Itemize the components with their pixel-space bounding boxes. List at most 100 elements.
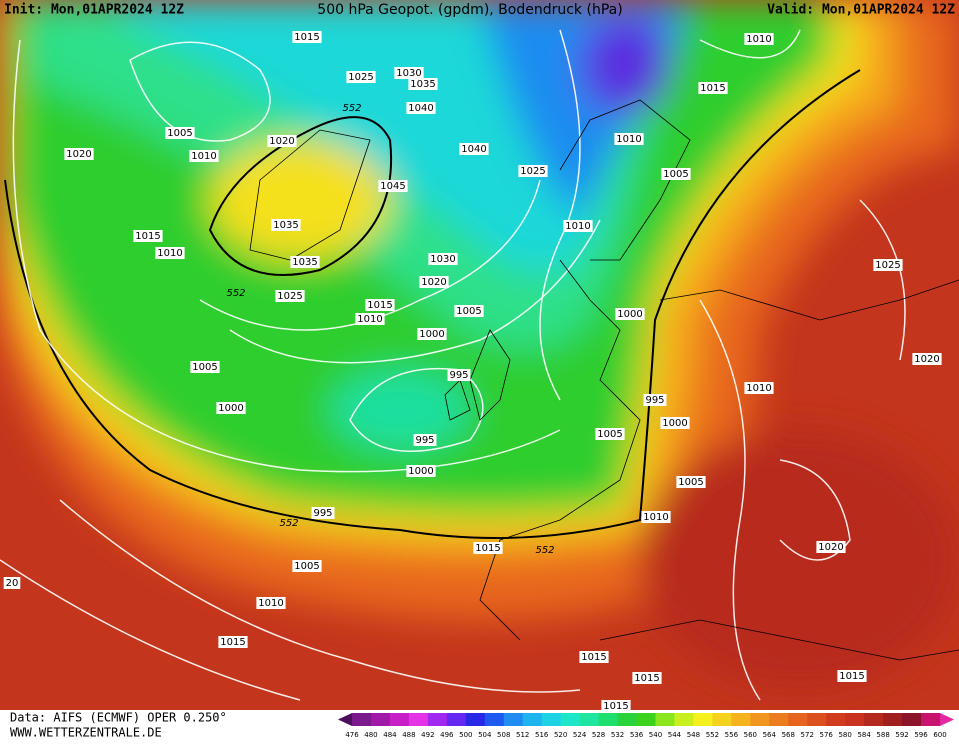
isobar-label: 1035 (292, 257, 317, 268)
isobar-label: 1010 (746, 34, 771, 45)
color-scale-low-arrow (338, 713, 352, 726)
isobar-label-box (275, 290, 305, 302)
color-scale-cell (598, 713, 619, 726)
color-scale-high-arrow (940, 713, 954, 726)
color-scale-label: 496 (440, 731, 454, 739)
isobar-label-box (912, 353, 942, 365)
color-scale-cell (674, 713, 694, 726)
isobar-label: 1010 (746, 383, 771, 394)
isobar-label: 1000 (419, 329, 444, 340)
isobar-label: 1040 (408, 103, 433, 114)
isobar-label: 1020 (421, 277, 446, 288)
color-scale-label: 504 (478, 731, 492, 739)
isobar-label: 1015 (135, 231, 160, 242)
isobar-label: 1035 (273, 220, 298, 231)
color-scale-label: 600 (933, 731, 946, 739)
isobar-label-box (290, 256, 320, 268)
isobar-label-box (661, 168, 691, 180)
color-scale-cell (883, 713, 903, 726)
isobar-label: 1000 (408, 466, 433, 477)
isobar-label-box (473, 542, 503, 554)
color-scale-label: 480 (364, 731, 377, 739)
isobar-label: 995 (313, 508, 332, 519)
color-scale-cell (788, 713, 808, 726)
color-scale-cell (807, 713, 827, 726)
isobar-label-box (816, 541, 846, 553)
color-scale-cell (446, 713, 467, 726)
isobar-label: 1030 (396, 68, 421, 79)
isobar-label-box (660, 417, 690, 429)
isobar-label-box (698, 82, 728, 94)
isobar-label-box (417, 328, 447, 340)
color-scale-label: 532 (611, 731, 624, 739)
color-scale-cell (617, 713, 638, 726)
isobar-label-box (632, 672, 662, 684)
isobar-label-box (292, 560, 322, 572)
contour-552-label: 552 (342, 103, 361, 114)
isobar-label-box (419, 276, 449, 288)
isobar-label: 1015 (581, 652, 606, 663)
color-scale-label: 484 (383, 731, 397, 739)
isobar-label-box (676, 476, 706, 488)
color-scale-label: 584 (857, 731, 871, 739)
isobar-label: 1015 (220, 637, 245, 648)
isobar-label: 1025 (520, 166, 545, 177)
isobar-label-box (267, 135, 297, 147)
isobar-label: 1015 (367, 300, 392, 311)
isobar-label-box (454, 305, 484, 317)
isobar-label-box (311, 507, 335, 519)
isobar-label-box (155, 247, 185, 259)
isobar-label-box (579, 651, 609, 663)
isobar-label-box (3, 577, 21, 589)
contour-552-label: 552 (226, 288, 245, 299)
isobar-label: 1040 (461, 144, 486, 155)
color-scale-cell (427, 713, 448, 726)
isobar-label: 1010 (157, 248, 182, 259)
contour-552-label: 552 (535, 545, 554, 556)
color-scale-cell (826, 713, 846, 726)
isobar-label-box (744, 33, 774, 45)
color-scale-label: 548 (687, 731, 700, 739)
color-scale-label: 596 (914, 731, 928, 739)
isobar-label-box (378, 180, 408, 192)
isobar-label-box (189, 150, 219, 162)
isobar-label-box (518, 165, 548, 177)
color-scale-label: 488 (402, 731, 415, 739)
isobar-label: 995 (449, 370, 468, 381)
color-scale-label: 544 (668, 731, 682, 739)
color-scale-cell (541, 713, 562, 726)
isobar-label: 1005 (663, 169, 688, 180)
isobar-label-box (408, 78, 438, 90)
color-scale-cell (352, 713, 372, 726)
map-field: 1015 1025 1030 1035 1010 1015 1005 1010 1020 552 1… (0, 0, 959, 710)
isobar-label: 1015 (634, 673, 659, 684)
isobar-label: 1005 (678, 477, 703, 488)
isobar-label: 1005 (294, 561, 319, 572)
color-scale: 476 480 484 488 492 496 500 504 508 512 516 520 524 5… (338, 713, 954, 739)
isobar-label-box (615, 308, 645, 320)
isobar-label-box (837, 670, 867, 682)
isobar-label-box (365, 299, 395, 311)
color-scale-label: 500 (459, 731, 472, 739)
isobar-labels: 1015 1025 1030 1035 1010 1015 1005 1010 1020 552 1… (3, 31, 942, 710)
isobar-label-box (428, 253, 458, 265)
color-scale-label: 524 (573, 731, 587, 739)
isobar-label-box (190, 361, 220, 373)
isobar-label: 1005 (456, 306, 481, 317)
isobar-label-box (256, 597, 286, 609)
isobar-label: 1020 (66, 149, 91, 160)
color-scale-cell (731, 713, 751, 726)
isobar-label: 1025 (875, 260, 900, 271)
isobar-label-box (459, 143, 489, 155)
color-scale-cell (693, 713, 713, 726)
color-scale-cell (465, 713, 486, 726)
isobar-label: 1000 (662, 418, 687, 429)
color-scale-label: 556 (725, 731, 739, 739)
isobar-label: 995 (415, 435, 434, 446)
color-scale-label: 552 (706, 731, 719, 739)
color-scale-label: 528 (592, 731, 605, 739)
isobar-label: 1005 (597, 429, 622, 440)
map-title: 500 hPa Geopot. (gpdm), Bodendruck (hPa) (317, 2, 622, 18)
isobar-label: 995 (645, 395, 664, 406)
isobar-label: 1010 (616, 134, 641, 145)
